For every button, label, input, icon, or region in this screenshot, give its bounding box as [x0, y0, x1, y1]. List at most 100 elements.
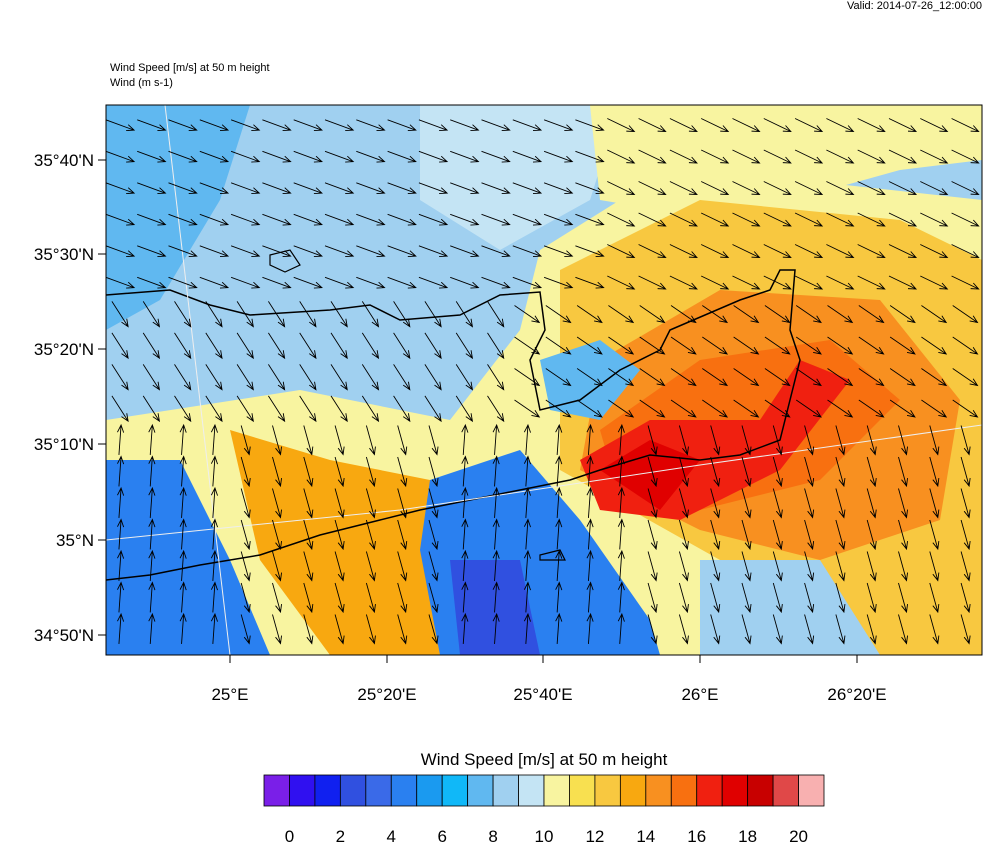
wind-arrow	[262, 182, 292, 194]
wind-arrow	[710, 614, 721, 645]
wind-arrow	[174, 332, 192, 360]
lon-label: 25°E	[211, 685, 248, 704]
wind-arrow	[921, 336, 948, 355]
wind-arrow	[487, 395, 505, 423]
wind-arrow	[763, 181, 792, 196]
wind-arrow	[268, 364, 286, 391]
wind-arrow	[669, 118, 698, 133]
wind-arrow	[545, 336, 572, 355]
wind-arrow	[137, 150, 167, 163]
wind-arrow	[418, 119, 449, 131]
wind-arrow	[888, 244, 918, 259]
wind-arrow	[647, 614, 658, 645]
wind-arrow	[795, 336, 822, 355]
wind-arrow	[607, 212, 636, 227]
lon-label: 25°40'E	[513, 685, 572, 704]
wind-arrow	[826, 149, 855, 164]
wind-arrow	[804, 614, 815, 645]
wind-arrow	[898, 551, 908, 582]
wind-arrow	[732, 181, 761, 196]
wind-arrow	[334, 456, 345, 488]
wind-arrow	[230, 119, 261, 131]
wind-arrow	[772, 519, 783, 551]
wind-arrow	[670, 336, 697, 355]
wind-arrow	[669, 275, 698, 290]
wind-arrow	[418, 276, 449, 289]
wind-arrow	[148, 455, 156, 487]
wind-arrow	[835, 488, 846, 519]
wind-arrow	[607, 118, 636, 133]
wind-arrow	[952, 399, 979, 418]
wind-arrow	[710, 551, 721, 582]
wind-arrow	[111, 332, 129, 360]
wind-arrow	[678, 456, 689, 488]
wind-arrow	[733, 336, 760, 355]
wind-arrow	[857, 149, 886, 164]
wind-arrow	[702, 399, 729, 418]
wind-arrow	[481, 182, 511, 194]
wind-arrow	[481, 150, 511, 163]
wind-arrow	[678, 582, 689, 614]
colorbar-swatch	[619, 774, 647, 807]
wind-arrow	[236, 395, 254, 423]
wind-arrow	[764, 336, 791, 355]
wind-arrow	[262, 245, 292, 257]
wind-arrow	[638, 149, 667, 164]
wind-arrow	[137, 119, 167, 131]
wind-arrow	[764, 305, 791, 324]
wind-arrow	[960, 488, 971, 519]
wind-arrow	[772, 582, 783, 614]
wind-arrow	[858, 399, 885, 418]
wind-arrow	[575, 119, 605, 131]
wind-arrow	[418, 213, 449, 226]
wind-arrow	[741, 551, 752, 582]
wind-arrow	[866, 551, 877, 582]
wind-arrow	[330, 364, 348, 391]
wind-arrow	[142, 301, 161, 328]
wind-arrow	[741, 456, 752, 488]
wind-arrow	[607, 181, 636, 196]
colorbar-label: 4	[387, 827, 396, 845]
wind-arrow	[929, 425, 940, 456]
wind-arrow	[638, 118, 667, 133]
wind-arrow	[272, 488, 282, 519]
wind-arrow	[952, 336, 979, 355]
wind-arrow	[710, 582, 721, 614]
wind-arrow	[523, 486, 531, 518]
wind-arrow	[272, 551, 282, 582]
wind-arrow	[543, 276, 574, 289]
wind-arrow	[921, 305, 948, 324]
wind-arrow	[174, 364, 192, 391]
wind-arrow	[356, 213, 386, 226]
wind-arrow	[889, 368, 916, 387]
wind-arrow	[299, 332, 317, 360]
wind-arrow	[741, 614, 752, 645]
wind-arrow	[137, 276, 167, 289]
wind-arrow	[835, 551, 846, 582]
wind-arrow	[299, 364, 317, 391]
wind-arrow	[617, 612, 625, 644]
wind-arrow	[920, 244, 949, 259]
lon-label: 26°20'E	[827, 685, 886, 704]
wind-arrow	[481, 213, 511, 226]
colorbar-label: 18	[738, 827, 757, 845]
wind-arrow	[240, 582, 251, 614]
wind-arrow	[397, 582, 408, 614]
wind-arrow	[763, 244, 792, 259]
wind-arrow	[826, 212, 855, 227]
wind-arrow	[586, 581, 594, 613]
wind-arrow	[293, 150, 323, 163]
wind-arrow	[236, 301, 254, 328]
wind-arrow	[732, 149, 761, 164]
wind-arrow	[835, 582, 846, 614]
wind-arrow	[512, 276, 543, 289]
wind-arrow	[303, 551, 314, 582]
wind-arrow	[555, 486, 563, 518]
wind-arrow	[487, 332, 505, 360]
wind-arrow	[117, 581, 125, 613]
wind-arrow	[889, 305, 916, 324]
wind-arrow	[199, 245, 230, 257]
wind-arrow	[106, 276, 136, 289]
wind-arrow	[545, 399, 572, 418]
wind-arrow	[795, 305, 822, 324]
